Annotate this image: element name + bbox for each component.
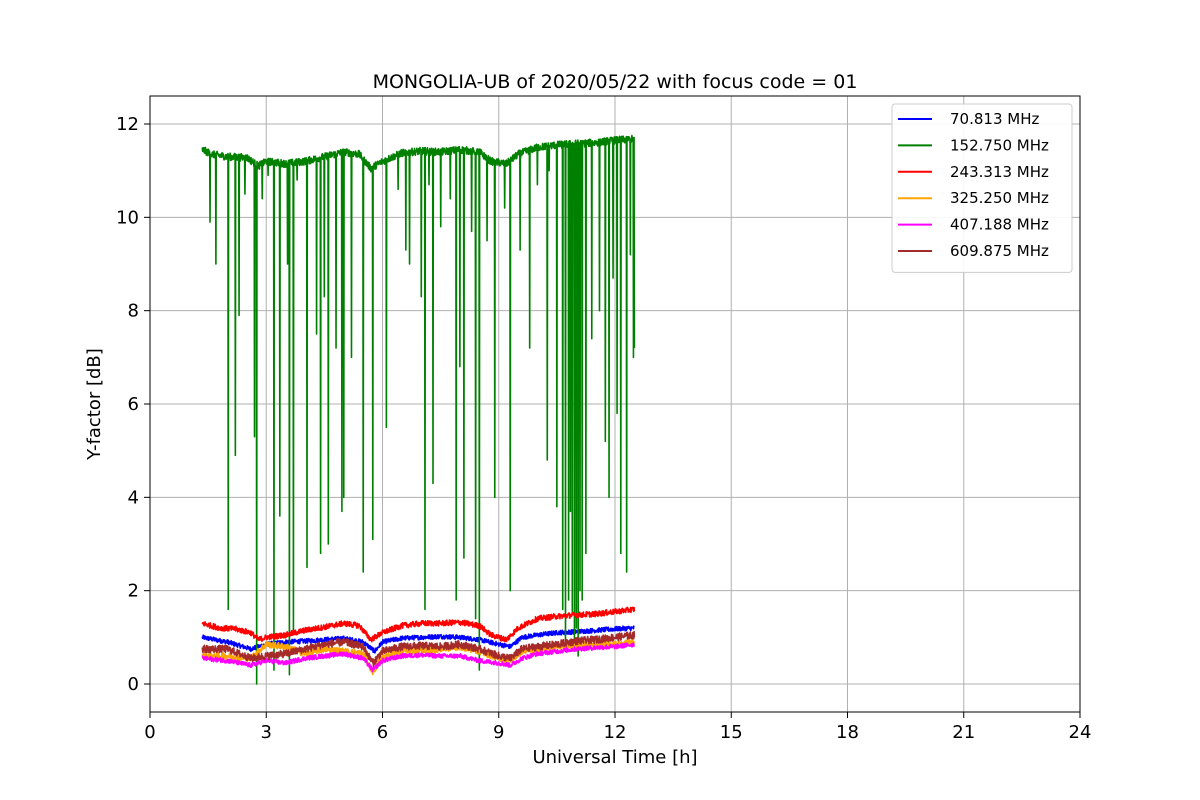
series-layer <box>201 134 636 685</box>
series-line <box>201 606 636 643</box>
series-line <box>201 630 636 667</box>
x-tick-label: 3 <box>261 722 272 743</box>
legend-label: 325.250 MHz <box>950 189 1049 207</box>
x-tick-label: 9 <box>493 722 504 743</box>
x-axis-label: Universal Time [h] <box>532 747 697 768</box>
y-tick-label: 6 <box>128 394 139 415</box>
chart-title: MONGOLIA-UB of 2020/05/22 with focus cod… <box>373 71 858 93</box>
legend-label: 243.313 MHz <box>950 163 1049 181</box>
legend-label: 70.813 MHz <box>950 110 1039 128</box>
x-tick-label: 12 <box>604 722 627 743</box>
legend: 70.813 MHz 152.750 MHz 243.313 MHz 325.250 … <box>891 103 1073 273</box>
series-line <box>201 134 636 685</box>
y-tick-label: 8 <box>128 301 139 322</box>
x-tick-label: 6 <box>377 722 388 743</box>
legend-label: 407.188 MHz <box>950 216 1049 234</box>
legend-label: 152.750 MHz <box>950 136 1049 154</box>
y-tick-label: 10 <box>116 207 139 228</box>
x-tick-label: 24 <box>1069 722 1092 743</box>
legend-label: 609.875 MHz <box>950 242 1049 260</box>
legend-box <box>891 103 1073 273</box>
series-line <box>201 642 635 673</box>
x-tick-label: 21 <box>952 722 975 743</box>
y-axis-label: Y-factor [dB] <box>84 348 105 461</box>
y-tick-label: 2 <box>128 581 139 602</box>
x-tick-label: 0 <box>144 722 155 743</box>
x-tick-label: 18 <box>836 722 859 743</box>
y-tick-label: 4 <box>128 487 139 508</box>
x-tick-label: 15 <box>720 722 743 743</box>
y-tick-label: 0 <box>128 674 139 695</box>
y-tick-label: 12 <box>116 114 139 135</box>
